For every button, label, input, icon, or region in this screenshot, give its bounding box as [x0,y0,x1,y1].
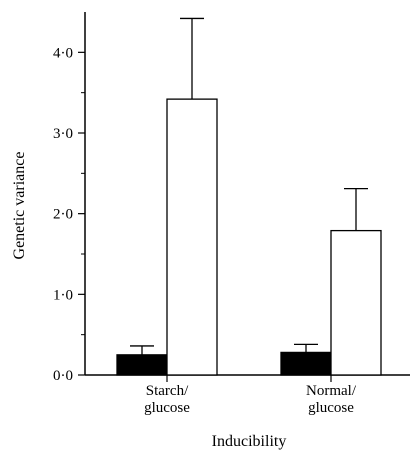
x-tick-label-line: Normal/ [306,383,357,399]
x-tick-label-line: Starch/ [146,383,189,399]
y-tick-label: 1·0 [53,287,73,303]
y-tick-label: 2·0 [53,207,73,223]
labels: 0·01·02·03·04·0Starch/glucoseNormal/gluc… [53,45,357,416]
bar [166,98,218,376]
bar [280,351,332,376]
x-tick-label: Starch/glucose [144,383,190,416]
y-tick-label: 0·0 [53,368,73,384]
bar [330,229,382,376]
y-tick-label: 4·0 [53,45,73,61]
x-tick-label-line: glucose [308,400,354,416]
bars [116,17,382,376]
x-tick-label: Normal/glucose [306,383,357,416]
y-tick-label: 3·0 [53,126,73,142]
y-axis-title: Genetic variance [11,152,28,260]
bar [116,354,168,376]
x-tick-label-line: glucose [144,400,190,416]
x-axis-title: Inducibility [212,433,287,450]
